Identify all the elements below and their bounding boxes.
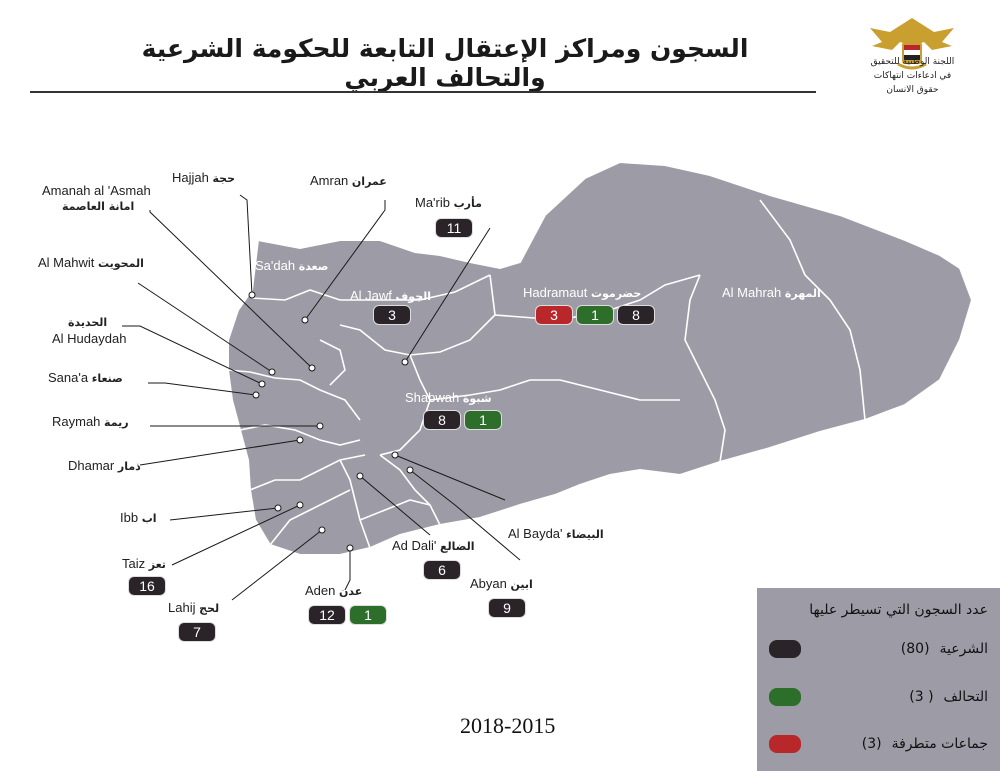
label-ibb: Ibb اب [120,510,157,525]
count-badge-coalition: 1 [464,410,502,430]
legend-swatch-legitimate [769,640,801,658]
legend-title: عدد السجون التي تسيطر عليها [809,602,988,618]
org-line-3: حقوق الانسان [886,85,939,95]
legend: عدد السجون التي تسيطر عليها الشرعية (80) … [757,588,1000,771]
count-badge-legitimate: 16 [128,576,166,596]
date-range: 2018-2015 [460,713,556,738]
label-amanah-al-asmah-en: Amanah al 'Asmah [42,183,151,198]
label-amanah-al-asmah-ar: امانة العاصمة [62,200,135,213]
badges-aden: 12 1 [308,605,387,625]
badges-lahij: 7 [178,622,216,642]
label-marib: Ma'rib مأرب [415,195,482,210]
count-badge-legitimate: 7 [178,622,216,642]
label-dhamar: Dhamar ذمار [68,458,141,473]
label-taiz: Taiz تعز [122,556,166,571]
label-amran: Amran عمران [310,173,387,188]
count-badge-legitimate: 11 [435,218,473,238]
badges-abyan: 9 [488,598,526,618]
legend-swatch-extremist [769,735,801,753]
label-raymah: Raymah ريمة [52,414,129,429]
badges-marib: 11 [435,218,473,238]
legend-item-legitimate: الشرعية (80) [769,640,988,658]
label-al-hudaydah-ar: الحديدة [68,316,108,329]
legend-swatch-coalition [769,688,801,706]
label-al-mahwit: Al Mahwit المحويت [38,255,144,270]
eagle-emblem-icon [870,18,954,70]
count-badge-extremist: 3 [535,305,573,325]
count-badge-legitimate: 9 [488,598,526,618]
org-line-1: اللجنة الوطنية للتحقيق [870,57,955,67]
badges-ad-dali: 6 [423,560,461,580]
label-shabwah: Shabwah شبوة [405,390,492,405]
legend-item-extremist: جماعات متطرفة (3) [769,735,988,753]
badges-al-jawf: 3 [373,305,411,325]
legend-item-coalition: التحالف( 3) [769,688,988,706]
title-underline [30,91,816,93]
label-hajjah: Hajjah حجة [172,170,236,185]
badges-taiz: 16 [128,576,166,596]
label-sanaa: Sana'a صنعاء [48,370,123,385]
label-al-mahrah: Al Mahrah المهرة [722,285,821,300]
leader-dots [248,291,414,552]
label-aden: Aden عدن [305,583,363,598]
count-badge-legitimate: 6 [423,560,461,580]
label-al-jawf: Al Jawf الجوف [350,288,432,303]
label-abyan: Abyan ابين [470,576,533,591]
count-badge-legitimate: 8 [617,305,655,325]
yemen-outline [227,160,974,556]
label-al-hudaydah-en: Al Hudaydah [52,331,127,346]
count-badge-coalition: 1 [349,605,387,625]
count-badge-legitimate: 12 [308,605,346,625]
page-title: السجون ومراكز الإعتقال التابعة للحكومة ا… [141,34,749,92]
count-badge-legitimate: 8 [423,410,461,430]
label-al-bayda: Al Bayda' البيضاء [508,526,604,541]
leader-lines [122,194,521,601]
count-badge-legitimate: 3 [373,305,411,325]
label-lahij: Lahij لحج [168,600,220,615]
label-ad-dali: Ad Dali' الضالع [392,538,475,553]
count-badge-coalition: 1 [576,305,614,325]
label-sadah: Sa'dah صعدة [255,258,329,273]
label-hadramaut: Hadramaut حضرموت [523,285,642,300]
org-line-2: في ادعاءات انتهاكات [873,71,952,81]
